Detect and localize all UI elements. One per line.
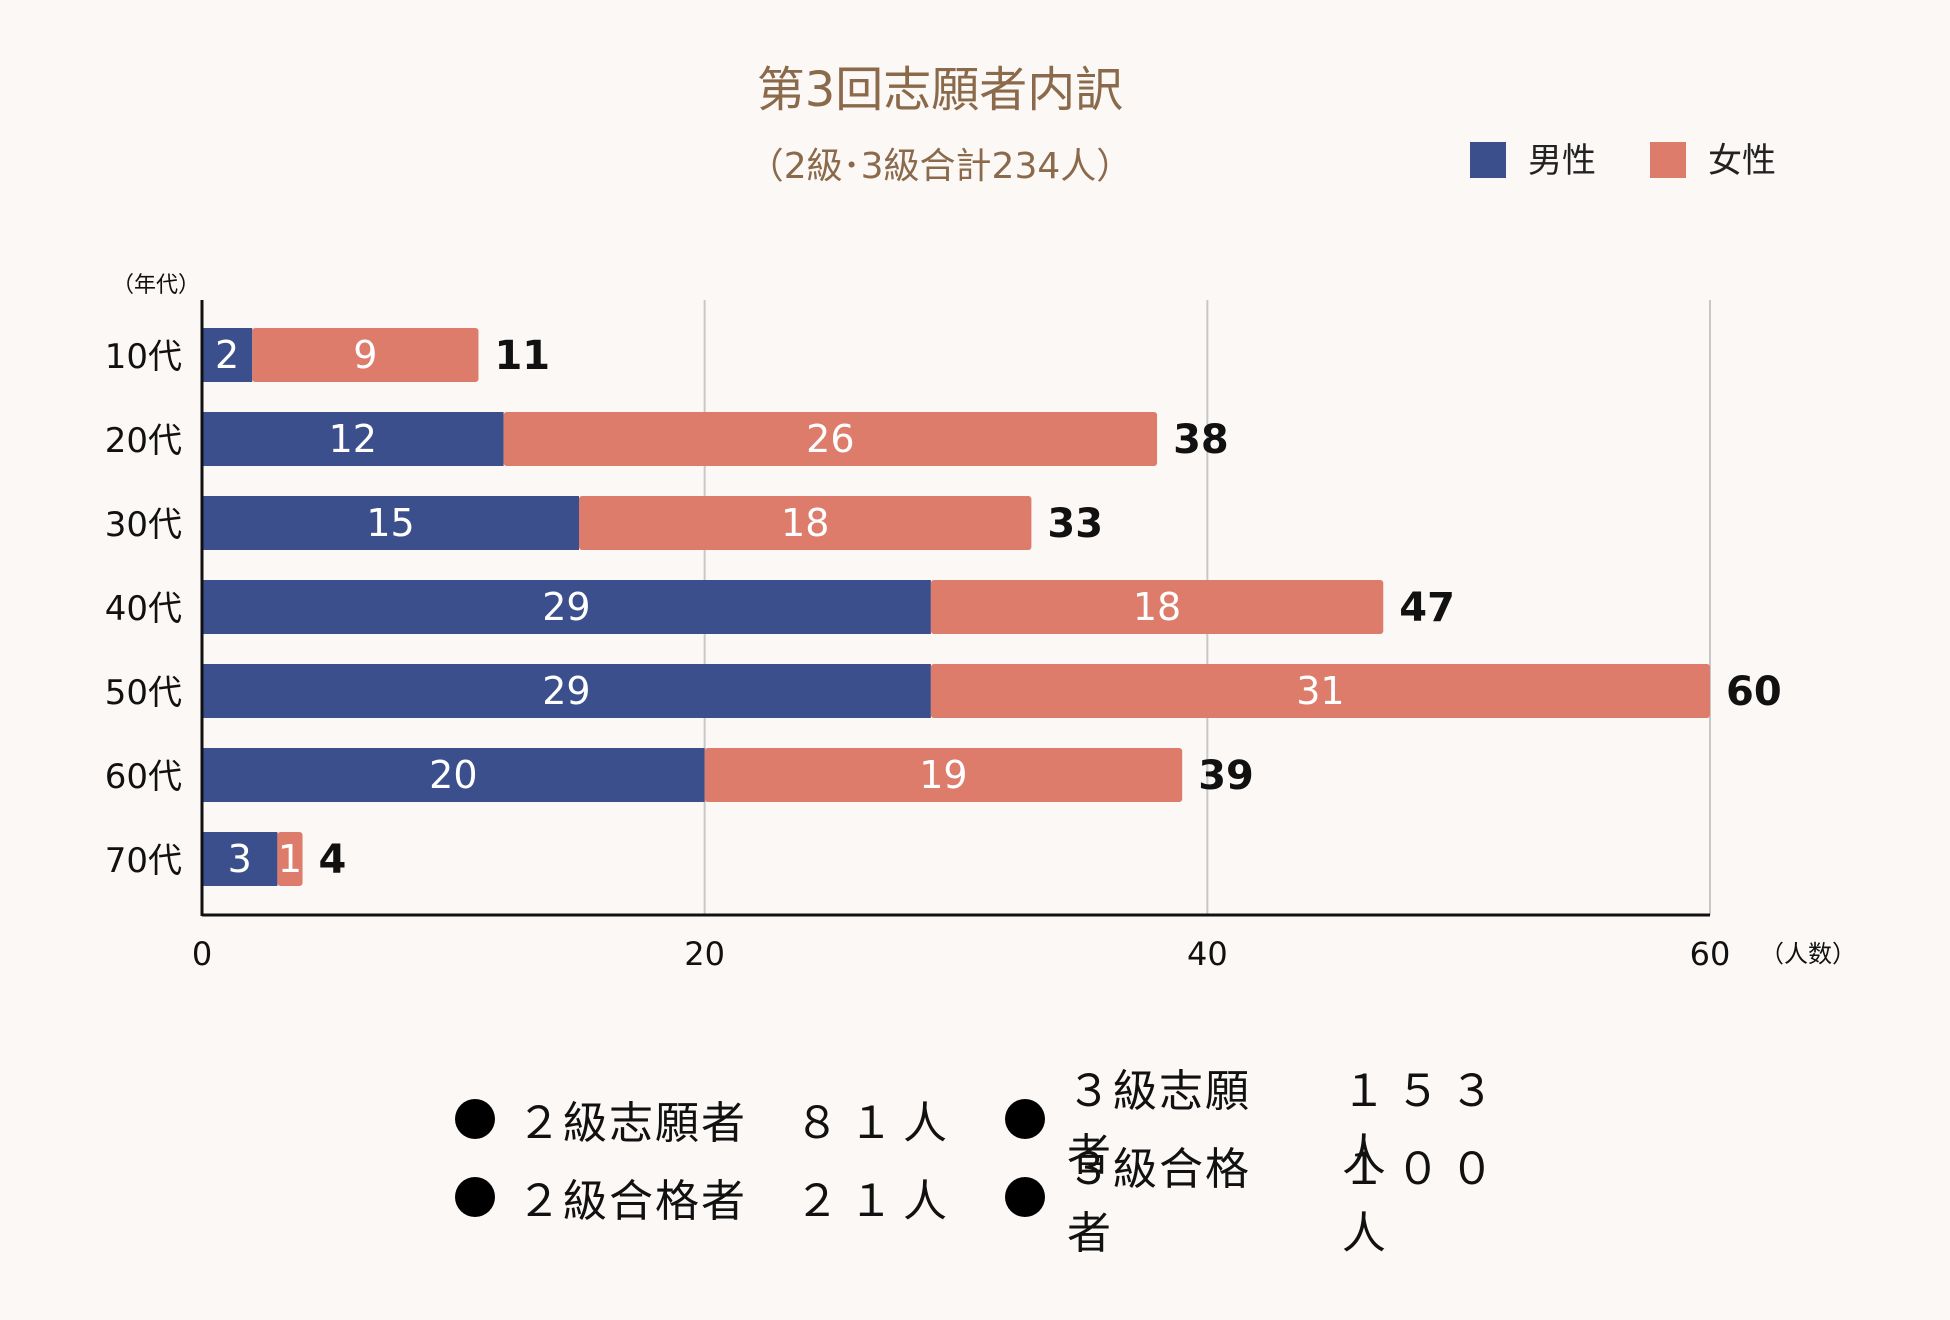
bar-total-label: 47 [1399, 585, 1455, 631]
bar-segment [930, 580, 1384, 634]
chart-title: 第3回志願者内訳 [757, 62, 1124, 118]
bar-segment [202, 748, 705, 802]
bar-segment [579, 496, 1032, 550]
segment-value-label: 19 [919, 753, 967, 797]
bullet-dot-icon [1005, 1177, 1045, 1217]
stat-label: ３級志願者 [1067, 1066, 1251, 1181]
stat-item: ３級志願者 １５３人 [1005, 1055, 1555, 1183]
stat-item: ２級合格者 ２１人 [455, 1165, 1005, 1229]
bar-segment [503, 412, 1158, 466]
bar-total-label: 39 [1198, 753, 1254, 799]
bar-segment [202, 832, 278, 886]
bar-segment [202, 328, 253, 382]
segment-value-label: 29 [542, 585, 590, 629]
legend-label: 男性 [1528, 141, 1596, 181]
bullet-dot-icon [455, 1177, 495, 1217]
category-tick-label: 40代 [105, 589, 182, 629]
stat-value: １５３人 [1341, 1066, 1504, 1181]
x-tick-label: 0 [192, 935, 212, 973]
bar-segment [202, 496, 579, 550]
stat-item: ３級合格者 １００人 [1005, 1133, 1555, 1261]
segment-value-label: 3 [228, 837, 252, 881]
stat-value: ８１人 [795, 1098, 957, 1149]
segment-value-label: 31 [1296, 669, 1344, 713]
bar-segment [704, 748, 1183, 802]
bar-total-label: 38 [1173, 417, 1229, 463]
bar-segment [930, 664, 1710, 718]
legend: 男性 女性 [1470, 141, 1776, 181]
stat-label: ３級合格者 [1067, 1144, 1251, 1259]
applicant-stats: ２級志願者 ８１人 ３級志願者 １５３人 ２級合格者 ２１人 ３級合格者 １００… [455, 1066, 1555, 1259]
bar-total-label: 60 [1726, 669, 1782, 715]
segment-value-label: 12 [329, 417, 377, 461]
segment-value-label: 15 [366, 501, 414, 545]
category-tick-label: 30代 [105, 505, 182, 545]
bar-total-label: 11 [494, 333, 550, 379]
bar-total-label: 33 [1047, 501, 1103, 547]
bar-segment [202, 580, 931, 634]
segment-value-label: 18 [1133, 585, 1181, 629]
segment-value-label: 26 [806, 417, 854, 461]
chart-subtitle: （2級･3級合計234人） [748, 146, 1133, 187]
axes: 0 20 40 60 （人数） （年代） [112, 273, 1856, 973]
segment-value-label: 9 [353, 333, 377, 377]
segment-value-label: 18 [781, 501, 829, 545]
segment-value-label: 1 [278, 837, 302, 881]
bar-segment [202, 412, 504, 466]
category-tick-label: 70代 [105, 841, 182, 881]
x-axis-label: （人数） [1760, 940, 1856, 968]
legend-label: 女性 [1708, 141, 1776, 181]
stat-label: ２級志願者 [517, 1098, 747, 1149]
stat-value: １００人 [1341, 1144, 1504, 1259]
stat-item: ２級志願者 ８１人 [455, 1087, 1005, 1151]
x-tick-label: 60 [1690, 935, 1731, 973]
segment-value-label: 29 [542, 669, 590, 713]
x-tick-label: 20 [684, 935, 725, 973]
bullet-dot-icon [455, 1099, 495, 1139]
bar-segment [252, 328, 479, 382]
stat-value: ２１人 [795, 1176, 957, 1227]
stat-label: ２級合格者 [517, 1176, 747, 1227]
segment-value-label: 20 [429, 753, 477, 797]
category-tick-label: 10代 [105, 337, 182, 377]
stat-row: ２級合格者 ２１人 ３級合格者 １００人 [455, 1144, 1555, 1259]
bar-total-label: 4 [319, 837, 347, 883]
legend-swatch [1650, 142, 1686, 178]
bar-segment [277, 832, 303, 886]
y-axis-label: （年代） [112, 273, 200, 298]
category-tick-label: 60代 [105, 757, 182, 797]
bullet-dot-icon [1005, 1099, 1045, 1139]
category-tick-label: 50代 [105, 673, 182, 713]
stat-row: ２級志願者 ８１人 ３級志願者 １５３人 [455, 1066, 1555, 1181]
category-tick-label: 20代 [105, 421, 182, 461]
legend-swatch [1470, 142, 1506, 178]
bar-segment [202, 664, 931, 718]
x-tick-label: 40 [1187, 935, 1228, 973]
segment-value-label: 2 [215, 333, 239, 377]
